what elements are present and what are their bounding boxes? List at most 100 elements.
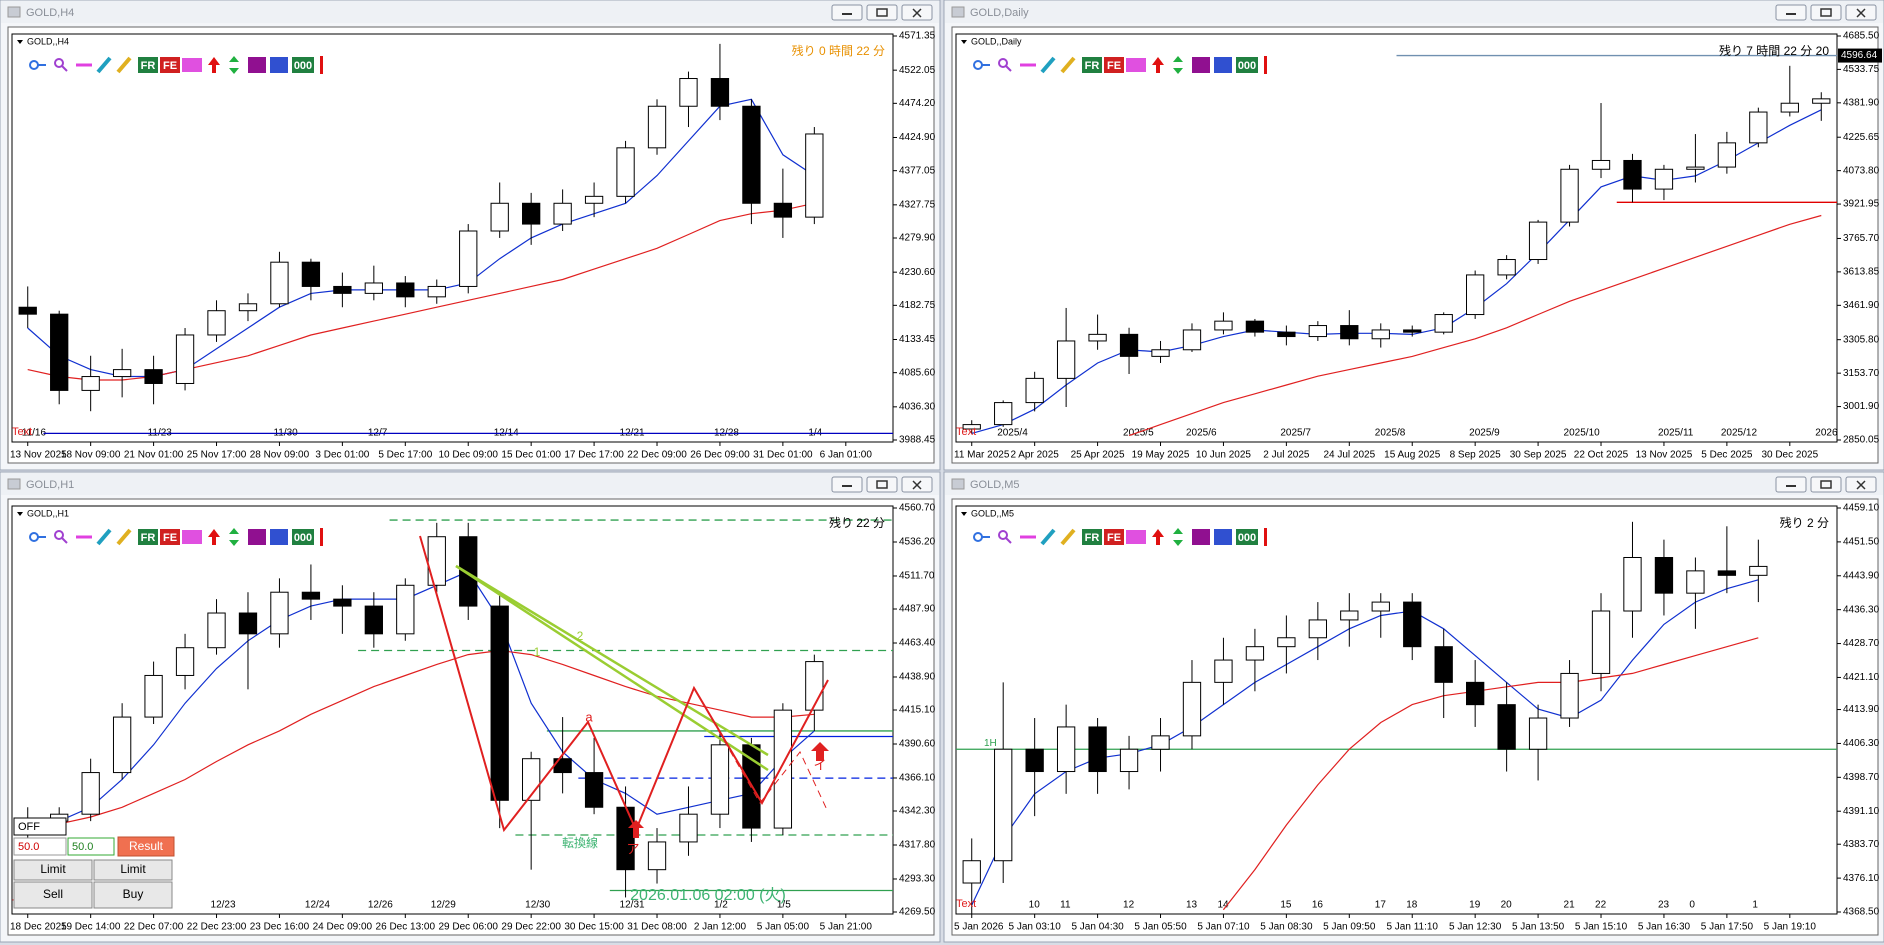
candle-body xyxy=(805,661,824,711)
candle-body xyxy=(1308,619,1327,639)
candle-body xyxy=(144,674,163,718)
candle-body xyxy=(1340,610,1359,621)
x-tick-label: 22 Oct 2025 xyxy=(1574,450,1629,461)
buy-button[interactable] xyxy=(93,881,173,909)
tool-box xyxy=(292,529,314,545)
mode[interactable]: OFF xyxy=(18,821,40,833)
zigzag-line xyxy=(693,687,829,813)
tool-label[interactable]: FE xyxy=(1107,532,1121,544)
lot-box[interactable] xyxy=(13,837,67,856)
tool-icon xyxy=(61,65,68,72)
limit-sell-label[interactable]: Limit xyxy=(40,862,66,876)
period-label: 2025/8 xyxy=(1375,428,1406,439)
candle-body xyxy=(773,709,793,829)
tool-label[interactable]: 000 xyxy=(294,60,312,72)
buy-label[interactable]: Buy xyxy=(123,887,144,901)
y-tick-label: 4463.40 xyxy=(899,638,936,649)
sell-button[interactable] xyxy=(13,881,93,909)
tool-label[interactable]: 000 xyxy=(1238,532,1256,544)
candle-body xyxy=(1277,637,1296,648)
tool-label[interactable]: 000 xyxy=(294,532,312,544)
ma-slow-line xyxy=(1128,214,1822,437)
x-tick-label: 31 Dec 01:00 xyxy=(753,450,813,461)
period-label: 2025/6 xyxy=(1186,428,1217,439)
tool-icon xyxy=(1214,529,1232,545)
tool-label[interactable]: FR xyxy=(141,532,156,544)
x-tick-label: 29 Dec 22:00 xyxy=(501,922,561,933)
ma-slow-line xyxy=(1222,637,1759,911)
tool-icon xyxy=(182,58,202,72)
lot2[interactable]: 50.0 xyxy=(72,841,93,853)
y-tick-label: 4230.60 xyxy=(899,267,936,278)
minimize-button[interactable] xyxy=(1775,4,1807,21)
period-label: 17 xyxy=(1375,900,1387,911)
period-label: 15 xyxy=(1280,900,1292,911)
y-tick-label: 4377.05 xyxy=(899,165,936,176)
tool-label[interactable]: FR xyxy=(1085,60,1100,72)
tool-icon xyxy=(1173,528,1183,546)
x-tick-label: 10 Dec 09:00 xyxy=(438,450,498,461)
y-tick-label: 4381.90 xyxy=(1843,97,1880,108)
result-button[interactable] xyxy=(117,836,175,857)
lot[interactable]: 50.0 xyxy=(18,841,39,853)
tool-label[interactable]: FE xyxy=(163,60,177,72)
candle-body xyxy=(1717,142,1737,168)
candle-body xyxy=(1654,168,1674,190)
tool-icon xyxy=(1126,58,1146,72)
candle-body xyxy=(1591,159,1611,170)
maximize-button[interactable] xyxy=(866,4,898,21)
mode-box[interactable] xyxy=(13,817,67,836)
chart-title: GOLD,,Daily xyxy=(971,36,1022,46)
y-tick-label: 4390.60 xyxy=(899,739,936,750)
y-tick-label: 4424.90 xyxy=(899,132,936,143)
limit-sell-button[interactable] xyxy=(13,859,93,881)
limit-buy-label[interactable]: Limit xyxy=(120,862,146,876)
close-glyph xyxy=(1856,8,1866,18)
lot2-box[interactable] xyxy=(67,837,115,856)
candle-body xyxy=(1371,601,1390,612)
period-label: 13 xyxy=(1186,900,1198,911)
tool-label[interactable]: FE xyxy=(163,532,177,544)
candle-body xyxy=(1623,159,1642,190)
y-tick-label: 4225.65 xyxy=(1843,132,1880,143)
period-label: 2025/4 xyxy=(997,428,1028,439)
period-label: 19 xyxy=(1469,900,1481,911)
y-tick-label: 4533.75 xyxy=(1843,64,1880,75)
limit-buy-button[interactable] xyxy=(93,859,173,881)
tool-label[interactable]: FE xyxy=(1107,60,1121,72)
candle-body xyxy=(679,813,698,843)
tool-label[interactable]: FR xyxy=(141,60,156,72)
candle-body xyxy=(1466,274,1485,316)
tool-icon xyxy=(116,56,132,74)
candle-body xyxy=(553,758,572,774)
candle-body xyxy=(1749,111,1768,144)
y-tick-label: 4376.10 xyxy=(1843,873,1880,884)
sell-label[interactable]: Sell xyxy=(43,887,63,901)
x-tick-label: 5 Jan 04:30 xyxy=(1071,922,1124,933)
candle-body xyxy=(1497,259,1516,276)
candle-body xyxy=(1308,325,1327,338)
y-tick-label: 4406.30 xyxy=(1843,738,1880,749)
x-tick-label: 28 Nov 09:00 xyxy=(250,450,310,461)
current-price-label: 4596.64 xyxy=(1841,50,1878,61)
candle-body xyxy=(647,841,667,871)
tool-icon xyxy=(248,57,266,73)
candle-body xyxy=(364,605,383,635)
minimize-button[interactable] xyxy=(1775,476,1807,493)
candle-body xyxy=(144,369,163,384)
tool-label[interactable]: FR xyxy=(1085,532,1100,544)
maximize-button[interactable] xyxy=(1810,4,1842,21)
candle-body xyxy=(301,261,321,287)
minimize-button[interactable] xyxy=(831,476,863,493)
period-label: 20 xyxy=(1501,900,1513,911)
maximize-button[interactable] xyxy=(1810,476,1842,493)
tool-label[interactable]: 000 xyxy=(1238,60,1256,72)
candle-body xyxy=(364,282,383,294)
minimize-button[interactable] xyxy=(831,4,863,21)
candle-body xyxy=(1245,646,1265,661)
candle-body xyxy=(333,285,352,294)
result-label[interactable]: Result xyxy=(129,839,164,853)
maximize-button[interactable] xyxy=(866,476,898,493)
tool-box xyxy=(1236,529,1258,545)
symbol-menu-arrow xyxy=(961,512,967,516)
